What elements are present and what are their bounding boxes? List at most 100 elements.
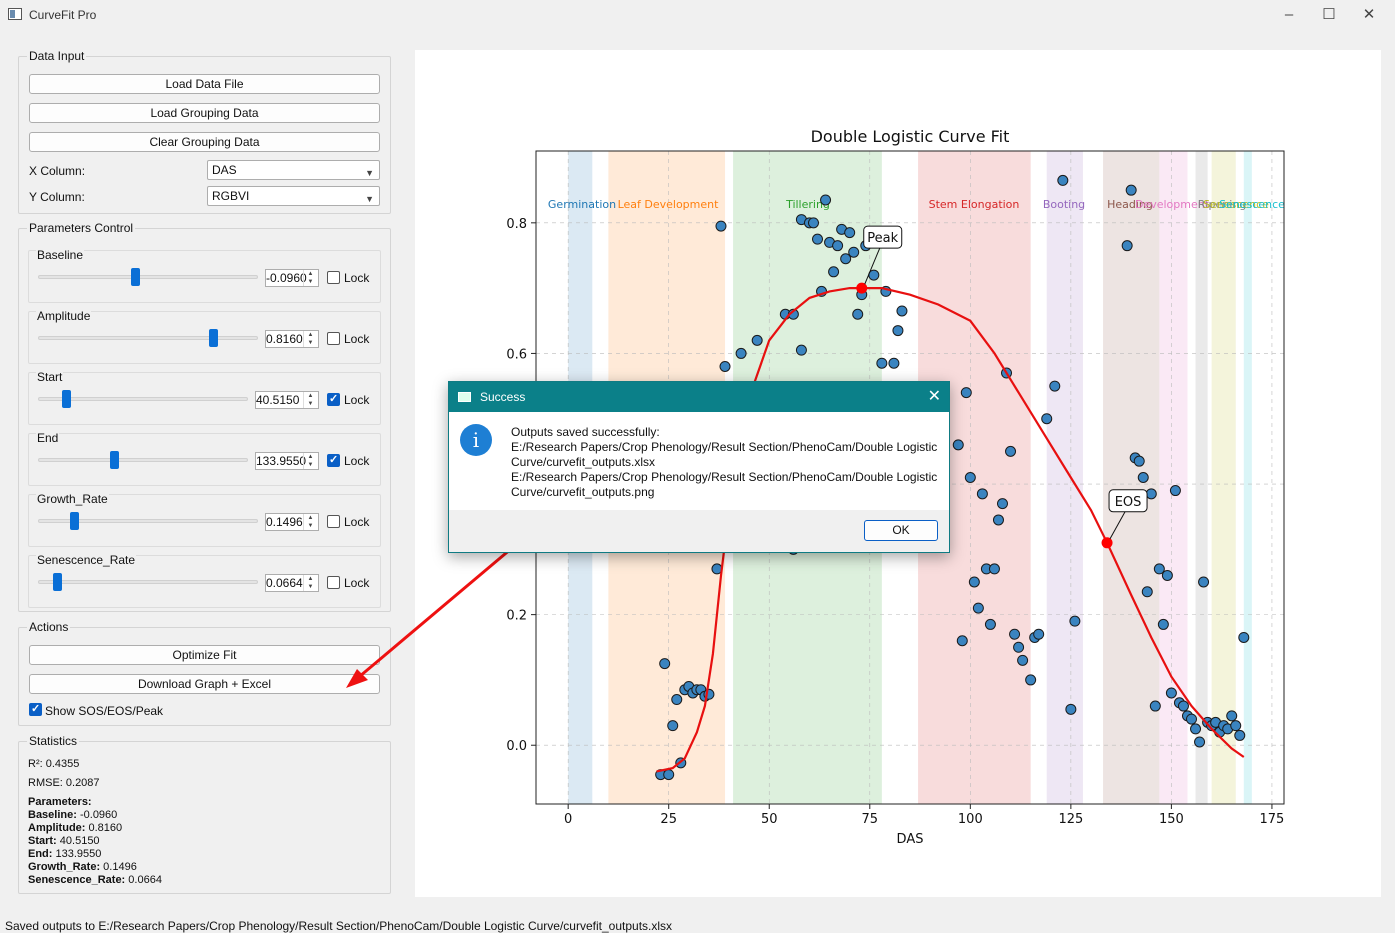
param-label-start: Start xyxy=(36,370,64,384)
data-point xyxy=(1153,563,1165,575)
dialog-close-icon[interactable]: ✕ xyxy=(927,388,941,405)
data-point xyxy=(812,233,824,245)
success-dialog: Success ✕ i Outputs saved successfully: … xyxy=(448,381,950,553)
param-slider-thumb-start[interactable] xyxy=(62,390,72,408)
spin-arrows-icon[interactable]: ▲ ▼ xyxy=(303,514,317,530)
x-tick-label: 50 xyxy=(761,812,778,827)
param-value-senescence-rate: 0.0664 xyxy=(266,576,303,590)
data-point xyxy=(840,253,852,265)
lock-checkbox-growth-rate[interactable] xyxy=(327,515,340,528)
data-point xyxy=(715,220,727,232)
data-point xyxy=(828,266,840,278)
param-slider-thumb-end[interactable] xyxy=(110,451,120,469)
show-markers-checkbox[interactable] xyxy=(29,702,42,716)
data-input-group: Data Input xyxy=(18,49,391,214)
data-point xyxy=(1005,445,1017,457)
param-slider-track-start[interactable] xyxy=(38,397,248,401)
parameters-group: Parameters Control xyxy=(18,221,391,612)
data-point xyxy=(1009,628,1021,640)
load-grouping-button[interactable]: Load Grouping Data xyxy=(29,103,380,123)
data-point xyxy=(1169,485,1181,497)
parameters-header: Parameters: xyxy=(28,796,92,808)
y-tick-label: 0.8 xyxy=(506,217,527,232)
data-point xyxy=(852,308,864,320)
lock-checkbox-baseline[interactable] xyxy=(327,271,340,284)
param-value-baseline: -0.0960 xyxy=(266,271,307,285)
stage-label: Tillering xyxy=(785,198,830,211)
data-point xyxy=(1065,703,1077,715)
y-tick-label: 0.6 xyxy=(506,347,527,362)
download-graph-excel-button[interactable]: Download Graph + Excel xyxy=(29,674,380,694)
lock-checkbox-senescence-rate[interactable] xyxy=(327,576,340,589)
marker-box xyxy=(863,225,903,249)
param-slider-thumb-baseline[interactable] xyxy=(130,268,140,286)
minimize-button[interactable]: – xyxy=(1284,6,1294,23)
clear-grouping-button[interactable]: Clear Grouping Data xyxy=(29,132,380,152)
data-point xyxy=(1177,700,1189,712)
spin-arrows-icon[interactable]: ▲ ▼ xyxy=(303,575,317,591)
data-point xyxy=(848,246,860,258)
param-slider-track-end[interactable] xyxy=(38,458,248,462)
param-spinbox-senescence-rate[interactable]: 0.0664 ▲ ▼ xyxy=(265,574,319,592)
statistics-group: Statistics xyxy=(18,734,391,894)
param-slider-track-growth-rate[interactable] xyxy=(38,519,258,523)
stage-band xyxy=(1243,151,1252,804)
param-slider-thumb-amplitude[interactable] xyxy=(208,329,218,347)
ok-button[interactable]: OK xyxy=(864,520,938,541)
data-point xyxy=(1145,488,1157,500)
actions-group: Actions xyxy=(18,620,391,726)
load-data-button[interactable]: Load Data File xyxy=(29,74,380,94)
data-point xyxy=(972,602,984,614)
x-axis-label: DAS xyxy=(897,832,924,847)
param-box-senescence-rate xyxy=(28,555,381,608)
data-point xyxy=(844,227,856,239)
param-spinbox-start[interactable]: 40.5150 ▲ ▼ xyxy=(255,391,319,409)
param-slider-track-baseline[interactable] xyxy=(38,275,258,279)
lock-checkbox-amplitude[interactable] xyxy=(327,332,340,345)
param-slider-track-senescence-rate[interactable] xyxy=(38,580,258,584)
stage-label: Development xyxy=(1135,198,1210,211)
y-column-select[interactable]: RGBVI ▼ xyxy=(207,186,380,206)
show-markers-label: Show SOS/EOS/Peak xyxy=(45,704,164,718)
data-point xyxy=(1033,628,1045,640)
y-column-label: Y Column: xyxy=(29,190,85,204)
param-spinbox-baseline[interactable]: -0.0960 ▲ ▼ xyxy=(265,269,319,287)
chart-title: Double Logistic Curve Fit xyxy=(811,127,1010,146)
data-point xyxy=(751,334,763,346)
dialog-title: Success xyxy=(480,390,526,404)
param-box-baseline xyxy=(28,250,381,303)
param-slider-thumb-growth-rate[interactable] xyxy=(69,512,79,530)
stat-line: Growth_Rate: 0.1496 xyxy=(28,861,137,873)
stage-band xyxy=(1046,151,1083,804)
data-point xyxy=(956,635,968,647)
data-point xyxy=(667,720,679,732)
param-spinbox-growth-rate[interactable]: 0.1496 ▲ ▼ xyxy=(265,513,319,531)
x-tick-label: 150 xyxy=(1159,812,1184,827)
lock-label-growth-rate: Lock xyxy=(344,515,370,529)
param-label-baseline: Baseline xyxy=(36,248,85,262)
spin-arrows-icon[interactable]: ▲ ▼ xyxy=(303,453,317,469)
spin-arrows-icon[interactable]: ▲ ▼ xyxy=(303,270,317,286)
x-column-select[interactable]: DAS ▼ xyxy=(207,160,380,180)
spin-arrows-icon[interactable]: ▲ ▼ xyxy=(303,331,317,347)
data-point xyxy=(1149,700,1161,712)
spin-arrows-icon[interactable]: ▲ ▼ xyxy=(303,392,317,408)
maximize-button[interactable]: ☐ xyxy=(1322,6,1336,23)
chevron-down-icon: ▼ xyxy=(365,194,374,204)
stage-label: Ripening xyxy=(1198,198,1246,211)
param-slider-track-amplitude[interactable] xyxy=(38,336,258,340)
data-point xyxy=(1041,413,1053,425)
param-spinbox-end[interactable]: 133.9550 ▲ ▼ xyxy=(255,452,319,470)
lock-checkbox-start[interactable] xyxy=(327,392,340,406)
lock-checkbox-end[interactable] xyxy=(327,453,340,467)
param-spinbox-amplitude[interactable]: 0.8160 ▲ ▼ xyxy=(265,330,319,348)
x-tick-label: 175 xyxy=(1260,812,1285,827)
data-point xyxy=(735,347,747,359)
actions-title: Actions xyxy=(27,620,71,634)
window-icon xyxy=(458,392,471,402)
data-point xyxy=(1186,713,1198,725)
optimize-fit-button[interactable]: Optimize Fit xyxy=(29,645,380,665)
parameters-title: Parameters Control xyxy=(27,221,136,235)
close-window-button[interactable]: ✕ xyxy=(1362,6,1376,23)
param-slider-thumb-senescence-rate[interactable] xyxy=(52,573,62,591)
